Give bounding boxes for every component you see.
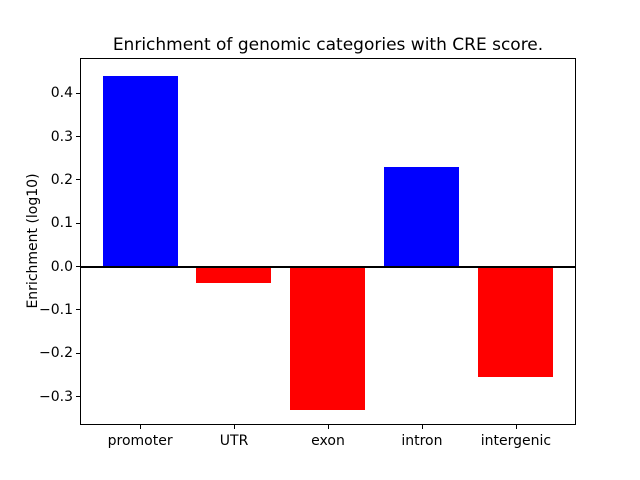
y-tick — [76, 222, 80, 224]
y-tick — [76, 92, 80, 94]
y-tick — [76, 352, 80, 354]
y-tick — [76, 396, 80, 398]
bar-exon — [290, 266, 366, 410]
plot-area — [80, 58, 576, 425]
chart-title: Enrichment of genomic categories with CR… — [112, 35, 544, 55]
y-axis-label-text: Enrichment (log10) — [25, 173, 41, 309]
zero-line — [81, 265, 575, 268]
y-tick-label: 0.0 — [50, 258, 73, 275]
bar-UTR — [196, 266, 272, 284]
y-tick-label: −0.2 — [39, 345, 73, 362]
x-tick-label-UTR: UTR — [219, 433, 249, 449]
y-tick — [76, 266, 80, 268]
x-tick-label-intron: intron — [401, 433, 443, 449]
bar-intergenic — [478, 266, 554, 378]
y-tick-label: −0.1 — [39, 301, 73, 318]
y-tick — [76, 136, 80, 138]
y-tick-label: 0.2 — [50, 171, 73, 188]
x-tick — [515, 425, 517, 429]
x-tick-label-promoter: promoter — [107, 433, 173, 449]
x-tick — [421, 425, 423, 429]
x-tick — [328, 425, 329, 429]
y-tick-label: −0.3 — [39, 388, 73, 405]
y-tick-label: 0.3 — [50, 128, 73, 145]
bar-promoter — [102, 75, 178, 267]
x-tick-label-intergenic: intergenic — [480, 433, 552, 449]
x-tick — [234, 425, 236, 429]
x-tick-label-exon: exon — [311, 433, 345, 449]
y-tick — [76, 309, 80, 311]
bar-intron — [384, 166, 460, 267]
y-tick — [76, 179, 80, 181]
y-tick-label: 0.1 — [50, 215, 73, 232]
y-tick-label: 0.4 — [50, 85, 73, 102]
x-tick — [140, 425, 142, 429]
